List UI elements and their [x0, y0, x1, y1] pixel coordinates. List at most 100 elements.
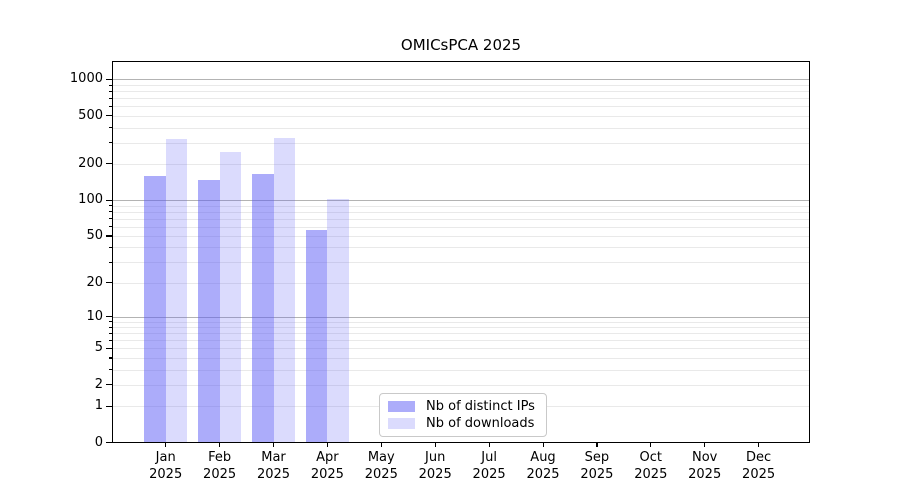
y-axis-tick — [106, 405, 112, 407]
y-axis-tick — [106, 78, 112, 81]
bar-downloads — [219, 152, 242, 442]
x-axis-tick-label: Dec 2025 — [742, 450, 776, 482]
y-axis-tick — [106, 115, 112, 117]
legend-row-distinct-ips: Nb of distinct IPs — [380, 399, 546, 414]
y-axis-minor-tick — [108, 246, 112, 249]
y-axis-minor-tick — [108, 226, 112, 228]
gridline — [112, 79, 810, 81]
gridline — [112, 357, 810, 359]
x-axis-tick-label: Oct 2025 — [634, 450, 668, 482]
y-axis-minor-tick — [108, 105, 112, 107]
y-axis-minor-tick — [108, 357, 112, 359]
y-axis-tick-label: 200 — [78, 155, 103, 171]
x-axis-tick — [326, 443, 329, 447]
gridline — [112, 384, 810, 386]
x-axis-tick-label: Sep 2025 — [580, 450, 614, 482]
y-axis-minor-tick — [108, 211, 112, 213]
gridline — [112, 200, 810, 201]
y-axis-minor-tick — [108, 84, 112, 86]
gridline — [112, 163, 810, 165]
y-axis-minor-tick — [108, 205, 112, 207]
x-axis-tick-label: Jul 2025 — [472, 450, 506, 482]
y-axis-minor-tick — [108, 142, 112, 144]
y-axis-tick — [106, 316, 112, 318]
bar-distinct-ips — [252, 173, 274, 442]
bar-downloads — [327, 198, 349, 442]
bar-downloads — [165, 139, 188, 442]
y-axis-minor-tick — [108, 326, 112, 328]
gridline — [112, 142, 810, 144]
x-axis-tick-label: Jun 2025 — [418, 450, 452, 482]
x-axis-tick — [758, 443, 760, 447]
y-axis-tick — [106, 282, 112, 284]
y-axis-minor-tick — [108, 97, 112, 99]
bar-distinct-ips — [198, 179, 220, 442]
y-axis-tick — [106, 347, 112, 349]
gridline — [112, 321, 810, 323]
x-axis-tick — [704, 443, 706, 447]
legend: Nb of distinct IPs Nb of downloads — [379, 393, 547, 437]
y-axis-tick — [106, 163, 112, 165]
x-axis-tick — [273, 443, 275, 447]
bar-distinct-ips — [144, 175, 166, 442]
x-axis-tick — [542, 443, 544, 447]
gridline — [112, 262, 810, 263]
x-axis-tick — [165, 443, 167, 447]
x-axis-tick — [434, 443, 436, 447]
y-axis-tick-label: 50 — [86, 227, 103, 243]
gridline — [112, 327, 810, 328]
gridline — [112, 340, 810, 342]
gridline — [112, 85, 810, 86]
gridline — [112, 205, 810, 207]
gridline — [112, 98, 810, 100]
gridline — [112, 247, 810, 249]
legend-label-distinct-ips: Nb of distinct IPs — [426, 398, 535, 414]
y-axis-minor-tick — [108, 332, 112, 334]
gridline — [112, 333, 810, 335]
gridline — [112, 91, 810, 93]
bar-downloads — [273, 137, 295, 442]
y-axis-minor-tick — [108, 369, 112, 371]
gridline — [112, 282, 810, 284]
x-axis-tick-label: May 2025 — [364, 450, 398, 482]
y-axis-tick — [106, 384, 112, 386]
y-axis-tick-label: 500 — [78, 107, 103, 123]
y-axis-minor-tick — [108, 127, 112, 129]
gridline — [112, 348, 810, 350]
gridline — [112, 115, 810, 117]
y-axis-tick-label: 20 — [86, 274, 103, 290]
gridline — [112, 211, 810, 213]
y-axis-minor-tick — [108, 261, 112, 263]
legend-swatch-distinct-ips — [388, 400, 415, 412]
y-axis-tick — [106, 235, 112, 237]
x-axis-tick — [219, 443, 221, 447]
x-axis-tick — [380, 443, 382, 447]
x-axis-tick — [488, 443, 490, 447]
gridline — [112, 218, 810, 220]
y-axis-tick-label: 2 — [94, 376, 103, 392]
legend-label-downloads: Nb of downloads — [426, 416, 535, 432]
x-axis-tick-label: Aug 2025 — [526, 450, 560, 482]
legend-swatch-downloads — [388, 418, 415, 430]
x-axis-tick — [596, 443, 598, 447]
y-axis-minor-tick — [108, 218, 112, 220]
y-axis-tick-label: 0 — [94, 434, 103, 450]
x-axis-tick-label: Feb 2025 — [203, 450, 237, 482]
y-axis-tick-label: 1000 — [69, 71, 103, 87]
x-axis-tick — [650, 443, 652, 447]
y-axis-tick-label: 1 — [94, 398, 103, 414]
legend-row-downloads: Nb of downloads — [380, 416, 546, 431]
y-axis-tick-label: 100 — [78, 192, 103, 207]
y-axis-tick-label: 10 — [86, 308, 103, 324]
y-axis-minor-tick — [108, 339, 112, 341]
x-axis-tick-label: Mar 2025 — [256, 450, 291, 482]
chart-title: OMICsPCA 2025 — [400, 36, 522, 54]
y-axis-tick — [106, 199, 112, 201]
bar-distinct-ips — [305, 230, 328, 442]
y-axis-tick-label: 5 — [94, 340, 103, 356]
x-axis-tick-label: Jan 2025 — [149, 450, 183, 482]
x-axis-tick-label: Nov 2025 — [688, 450, 722, 482]
gridline — [112, 235, 810, 237]
y-axis-tick — [106, 442, 112, 444]
